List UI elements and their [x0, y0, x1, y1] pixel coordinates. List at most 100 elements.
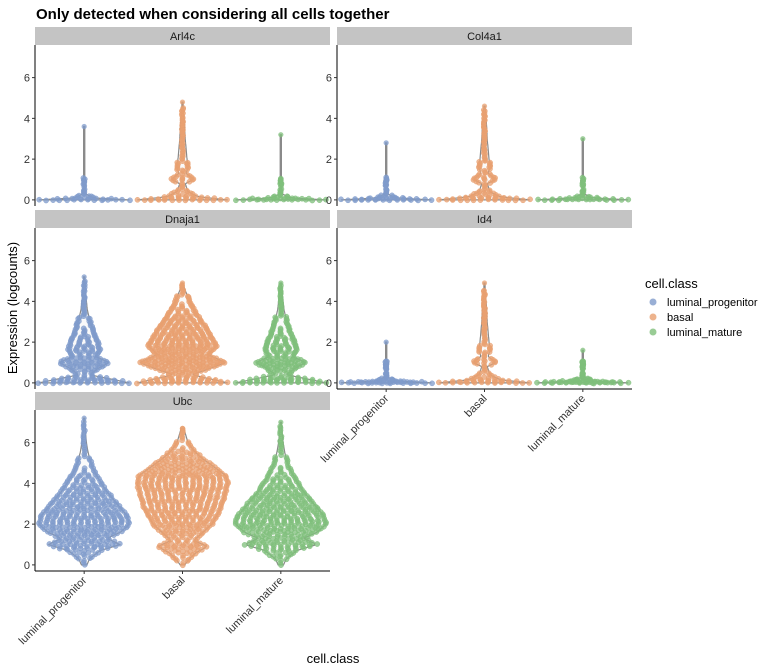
data-point — [449, 378, 456, 385]
facet-strip-label: Dnaja1 — [165, 214, 200, 226]
y-tick-label: 0 — [24, 560, 30, 572]
data-point — [462, 194, 469, 201]
max-point — [278, 280, 284, 286]
y-tick-label: 6 — [326, 256, 332, 268]
data-point — [260, 373, 267, 380]
data-point — [501, 194, 507, 201]
data-point — [486, 187, 493, 194]
violin-basal — [134, 280, 231, 387]
legend-label-luminal_progenitor: luminal_progenitor — [667, 297, 758, 309]
data-point — [422, 196, 428, 203]
data-point — [608, 379, 615, 386]
data-point — [618, 197, 625, 203]
data-point — [406, 196, 413, 202]
data-point — [407, 379, 414, 386]
facet-strip-label: Arl4c — [170, 31, 196, 43]
data-point — [119, 378, 126, 384]
data-point — [519, 380, 526, 386]
y-tick-label: 2 — [24, 154, 30, 166]
data-point — [358, 379, 364, 386]
y-tick-label: 2 — [24, 337, 30, 349]
data-point — [134, 380, 140, 387]
max-point — [580, 136, 586, 142]
data-point — [559, 378, 566, 384]
data-point — [600, 378, 606, 385]
y-tick-label: 6 — [24, 438, 30, 450]
facet-panels: Arl4c 0 2 4 6 Col4a1 0 2 4 6 Dnaja1 0 2 4 6 Id4 0 2 4 6 lumi… — [17, 27, 632, 647]
data-point — [367, 195, 374, 201]
facet-strip — [337, 210, 632, 228]
data-point — [295, 374, 301, 381]
data-point — [180, 105, 186, 111]
data-point — [161, 194, 168, 200]
data-point — [442, 379, 449, 386]
max-point — [278, 132, 284, 138]
violin-luminal_mature — [232, 280, 330, 387]
data-point — [476, 158, 483, 165]
max-point — [481, 103, 488, 109]
data-point — [75, 455, 82, 462]
panel-dnaja1: Dnaja1 0 2 4 6 — [24, 210, 330, 390]
data-point — [247, 376, 253, 383]
data-point — [429, 380, 435, 387]
data-point — [443, 196, 450, 203]
max-point — [81, 415, 87, 421]
violin-basal — [134, 425, 231, 569]
data-point — [272, 454, 279, 460]
max-point — [580, 347, 586, 353]
data-point — [212, 377, 219, 383]
x-tick-label: basal — [161, 575, 188, 602]
data-point — [481, 374, 488, 380]
max-point — [179, 280, 186, 286]
data-point — [399, 194, 406, 201]
data-point — [314, 541, 321, 547]
data-point — [625, 196, 632, 203]
chart-title: Only detected when considering all cells… — [36, 6, 390, 23]
data-point — [277, 464, 284, 471]
data-point — [108, 195, 115, 202]
max-point — [81, 274, 87, 280]
data-point — [80, 175, 87, 181]
data-point — [173, 439, 180, 445]
data-point — [488, 355, 494, 362]
data-point — [526, 380, 533, 386]
data-point — [127, 197, 133, 204]
data-point — [35, 380, 42, 387]
y-tick-label: 0 — [326, 195, 332, 207]
legend-label-luminal_mature: luminal_mature — [667, 327, 742, 339]
data-point — [232, 379, 239, 386]
y-tick-label: 4 — [24, 113, 30, 125]
y-tick-label: 4 — [24, 296, 30, 308]
facet-strip — [337, 27, 632, 45]
data-point — [119, 196, 125, 203]
data-point — [625, 379, 632, 386]
facet-strip-label: Ubc — [173, 396, 193, 408]
data-point — [255, 196, 262, 203]
data-point — [100, 196, 106, 203]
violin-luminal_mature — [534, 347, 632, 387]
x-tick-label: luminal_mature — [526, 393, 588, 455]
data-point — [301, 375, 308, 382]
data-point — [134, 196, 141, 203]
data-point — [456, 195, 463, 202]
data-point — [217, 378, 224, 385]
data-point — [179, 167, 186, 174]
legend-key-luminal_mature — [649, 328, 657, 336]
data-point — [185, 439, 192, 446]
data-point — [487, 342, 493, 349]
data-point — [184, 159, 191, 166]
data-point — [481, 167, 488, 174]
data-point — [265, 194, 271, 201]
y-axis-title: Expression (logcounts) — [5, 242, 20, 374]
data-point — [249, 195, 256, 202]
data-point — [456, 378, 463, 385]
data-point — [241, 542, 248, 548]
data-point — [204, 195, 211, 201]
data-point — [62, 195, 69, 202]
data-point — [43, 197, 49, 204]
data-point — [233, 197, 239, 204]
y-tick-label: 0 — [326, 378, 332, 390]
data-point — [179, 301, 185, 307]
data-point — [579, 174, 586, 181]
